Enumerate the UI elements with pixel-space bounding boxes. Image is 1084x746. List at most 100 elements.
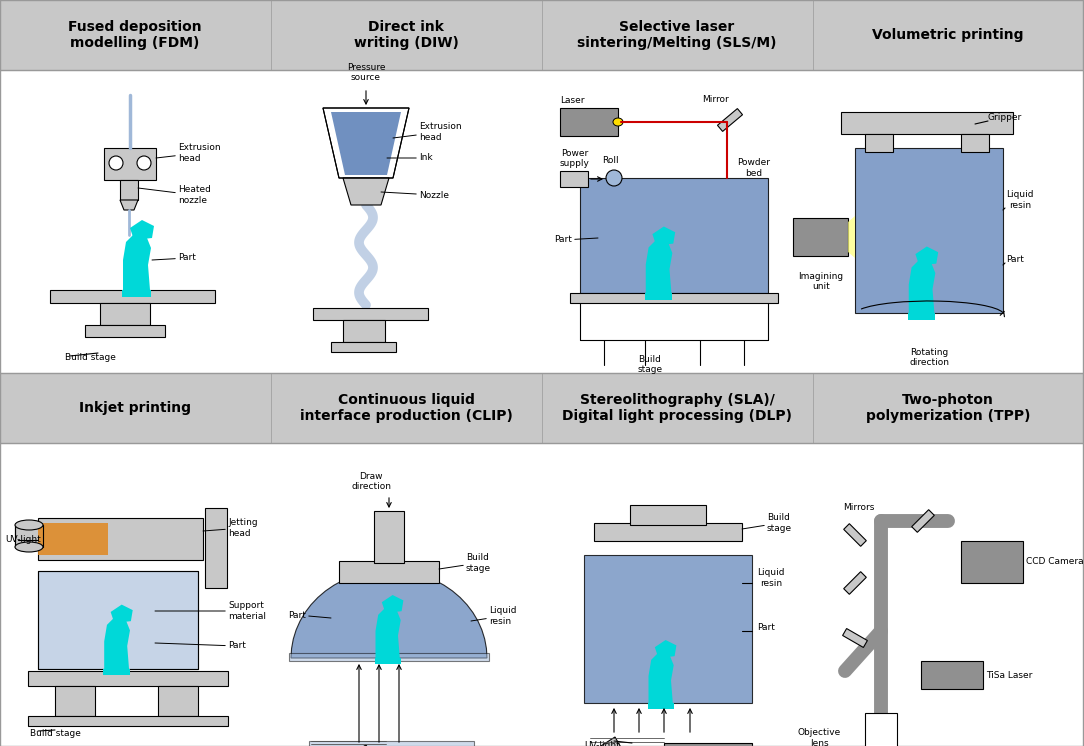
Text: Mirror: Mirror: [702, 95, 728, 104]
Bar: [104, 148, 156, 180]
Polygon shape: [653, 227, 675, 245]
Text: Two-photon
polymerization (TPP): Two-photon polymerization (TPP): [866, 393, 1030, 423]
Text: Build stage: Build stage: [65, 354, 116, 363]
Text: Inkjet printing: Inkjet printing: [79, 401, 191, 415]
Ellipse shape: [109, 156, 122, 170]
Bar: [28, 671, 228, 686]
Polygon shape: [645, 293, 672, 300]
Text: Mirrors: Mirrors: [843, 504, 875, 513]
Bar: [38, 571, 198, 669]
Text: Powder
bed: Powder bed: [737, 158, 770, 178]
Bar: [841, 112, 1014, 134]
Text: Fused deposition
modelling (FDM): Fused deposition modelling (FDM): [68, 20, 202, 50]
Text: Rotating
direction: Rotating direction: [909, 348, 948, 367]
Text: Part: Part: [1006, 255, 1024, 265]
Text: Liquid
resin: Liquid resin: [472, 606, 516, 626]
Polygon shape: [122, 234, 151, 290]
Text: Ink: Ink: [387, 154, 433, 163]
Polygon shape: [130, 220, 154, 240]
Bar: [560, 108, 618, 136]
Bar: [374, 511, 404, 563]
Text: Liquid
resin: Liquid resin: [757, 568, 785, 588]
Ellipse shape: [15, 520, 43, 530]
Bar: [15, 525, 43, 547]
Bar: [664, 743, 752, 746]
Polygon shape: [343, 178, 389, 205]
Text: Liquid
resin: Liquid resin: [1006, 190, 1033, 210]
Polygon shape: [907, 313, 935, 319]
Polygon shape: [331, 112, 401, 175]
Bar: [38, 523, 108, 555]
Bar: [343, 320, 385, 342]
Bar: [0, 373, 1084, 443]
Bar: [570, 293, 778, 303]
Text: Direct ink
writing (DIW): Direct ink writing (DIW): [353, 20, 459, 50]
Ellipse shape: [15, 542, 43, 552]
Text: CCD Camera: CCD Camera: [1025, 557, 1084, 565]
Polygon shape: [375, 607, 401, 658]
Bar: [580, 178, 767, 293]
Bar: [120, 180, 138, 200]
Bar: [28, 716, 228, 726]
Text: Pressure
source: Pressure source: [347, 63, 385, 82]
Text: Extrusion
head: Extrusion head: [156, 143, 221, 163]
Text: Selective laser
sintering/Melting (SLS/M): Selective laser sintering/Melting (SLS/M…: [578, 20, 777, 50]
Text: Roll: Roll: [602, 156, 619, 165]
Polygon shape: [120, 200, 138, 210]
Polygon shape: [375, 658, 401, 664]
Text: Build
stage: Build stage: [743, 513, 792, 533]
Text: Stereolithography (SLA)/
Digital light processing (DLP): Stereolithography (SLA)/ Digital light p…: [562, 393, 792, 423]
Bar: [584, 555, 752, 703]
Text: Objective
lens: Objective lens: [798, 728, 841, 746]
Text: Part: Part: [152, 254, 196, 263]
Bar: [594, 523, 743, 541]
Bar: [865, 134, 893, 152]
Text: Part: Part: [288, 610, 331, 619]
Polygon shape: [843, 524, 866, 546]
Text: Build
stage: Build stage: [439, 554, 491, 573]
Polygon shape: [111, 604, 132, 623]
Ellipse shape: [606, 170, 622, 186]
Text: Part: Part: [554, 236, 598, 245]
Polygon shape: [843, 571, 866, 595]
Bar: [331, 342, 396, 352]
Bar: [100, 303, 150, 325]
Polygon shape: [104, 618, 130, 669]
Polygon shape: [323, 108, 409, 178]
Text: Gripper: Gripper: [988, 113, 1022, 122]
Polygon shape: [915, 246, 938, 266]
Polygon shape: [655, 640, 676, 658]
Bar: [0, 0, 1084, 70]
Ellipse shape: [612, 118, 623, 126]
Bar: [630, 505, 706, 525]
Text: Heated
nozzle: Heated nozzle: [138, 185, 211, 204]
Text: UV-light: UV-light: [584, 741, 620, 746]
Bar: [158, 686, 198, 716]
Bar: [855, 148, 1003, 313]
Bar: [205, 508, 227, 588]
Text: Part: Part: [757, 624, 775, 633]
Polygon shape: [648, 653, 673, 703]
Text: Nozzle: Nozzle: [380, 190, 449, 199]
Text: Build
stage: Build stage: [637, 355, 662, 374]
Text: Extrusion
head: Extrusion head: [393, 122, 462, 142]
Polygon shape: [848, 216, 855, 258]
Text: Build stage: Build stage: [30, 729, 81, 738]
Bar: [962, 541, 1023, 583]
Text: Part: Part: [155, 642, 246, 651]
Text: Draw
direction: Draw direction: [351, 471, 391, 491]
Bar: [921, 661, 983, 689]
Text: UV-light: UV-light: [5, 536, 41, 545]
Polygon shape: [122, 290, 151, 297]
Polygon shape: [382, 595, 403, 613]
Text: Continuous liquid
interface production (CLIP): Continuous liquid interface production (…: [299, 393, 513, 423]
Bar: [85, 325, 165, 337]
Polygon shape: [647, 703, 673, 709]
Text: Imagining
unit: Imagining unit: [799, 272, 843, 292]
Polygon shape: [912, 510, 934, 533]
Bar: [289, 653, 489, 661]
Bar: [309, 741, 474, 746]
Polygon shape: [336, 745, 374, 746]
Ellipse shape: [137, 156, 151, 170]
Bar: [962, 134, 989, 152]
